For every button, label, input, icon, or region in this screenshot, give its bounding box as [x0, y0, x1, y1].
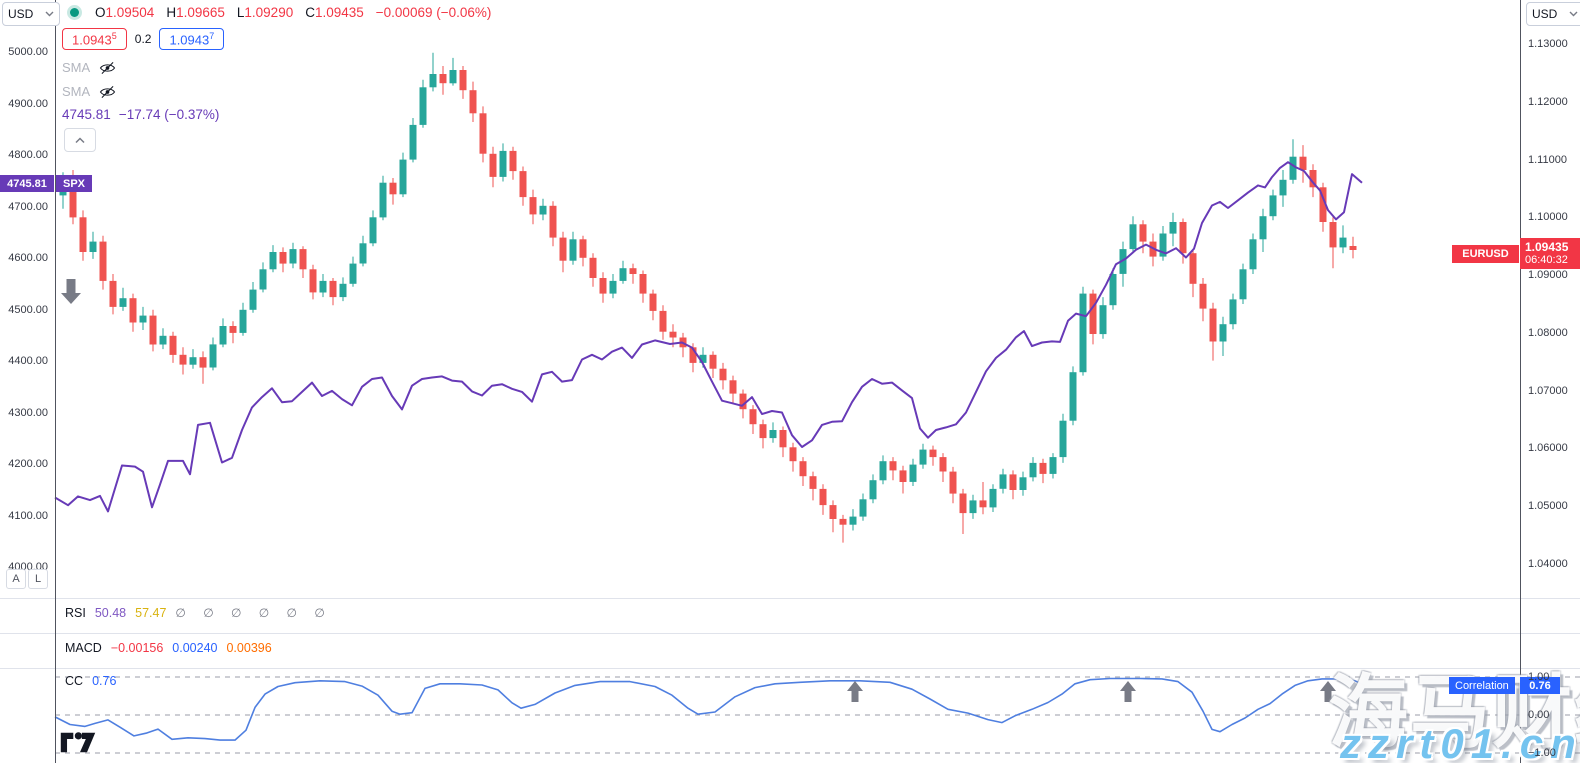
right-axis-tick: 1.12000 — [1528, 95, 1568, 108]
right-axis-tick: 1.09000 — [1528, 269, 1568, 282]
cc-axis-tick: −1.00 — [1528, 747, 1556, 759]
correlation-line — [54, 677, 1366, 741]
bid-ask-row: 1.09435 0.2 1.09437 — [62, 28, 225, 51]
eurusd-last-price: 1.09435 — [1525, 240, 1569, 254]
right-axis-tick: 1.04000 — [1528, 558, 1568, 570]
chevron-down-icon — [1569, 11, 1578, 17]
cc-value: 0.76 — [92, 674, 117, 688]
spx-price-axis-label: 4745.81 — [0, 175, 54, 192]
right-axis-tick: 1.05000 — [1528, 500, 1568, 513]
sma1-legend-row: SMA — [62, 60, 116, 75]
auto-scale-button[interactable]: A — [6, 569, 26, 589]
spx-change: −17.74 (−0.37%) — [118, 107, 220, 122]
ohlc-row: O1.09504 H1.09665 L1.09290 C1.09435 −0.0… — [70, 5, 491, 20]
log-scale-button[interactable]: L — [28, 569, 48, 589]
change-value: −0.00069 (−0.06%) — [375, 5, 492, 20]
ohlc-low: L1.09290 — [236, 5, 294, 20]
macd-histogram-value: −0.00156 — [110, 641, 164, 655]
ohlc-open: O1.09504 — [95, 5, 155, 20]
correlation-label: Correlation — [1449, 677, 1515, 694]
right-axis-tick: 1.06000 — [1528, 442, 1568, 455]
spx-symbol-label: SPX — [56, 175, 93, 192]
ohlc-high: H1.09665 — [166, 5, 225, 20]
sma2-label: SMA — [62, 84, 91, 99]
macd-pane-header[interactable]: MACD −0.00156 0.00240 0.00396 — [65, 641, 272, 655]
rsi-pane-header[interactable]: RSI 50.48 57.47 ∅ ∅ ∅ ∅ ∅ ∅ — [65, 606, 332, 620]
tradingview-logo[interactable] — [60, 731, 96, 754]
right-axis-tick: 1.10000 — [1528, 211, 1568, 224]
macd-signal-value: 0.00396 — [226, 641, 272, 655]
eurusd-symbol-label: EURUSD — [1452, 245, 1519, 263]
left-scale-currency-dropdown[interactable]: USD — [2, 2, 60, 26]
left-scale-currency-label: USD — [8, 7, 34, 21]
sma2-legend-row: SMA — [62, 84, 116, 99]
right-axis-tick: 1.13000 — [1528, 38, 1568, 50]
watermark-url: zzrt01.cn — [1340, 720, 1580, 763]
right-axis-tick: 1.11000 — [1528, 153, 1567, 166]
left-axis-tick: 4400.00 — [8, 355, 48, 367]
macd-name: MACD — [65, 641, 102, 655]
legend-collapse-button[interactable] — [64, 128, 96, 152]
right-scale-currency-label: USD — [1532, 7, 1558, 21]
eye-off-icon[interactable] — [99, 85, 116, 99]
left-axis-tick: 4600.00 — [8, 252, 48, 264]
chevron-up-icon — [75, 136, 85, 143]
eurusd-bar-countdown: 06:40:32 — [1525, 254, 1568, 266]
rsi-name: RSI — [65, 606, 86, 620]
cc-pane-header[interactable]: CC 0.76 — [65, 674, 116, 688]
rsi-ma-value: 57.47 — [135, 606, 167, 620]
correlation-axis-value: 0.76 — [1520, 677, 1560, 694]
right-axis-tick: 1.08000 — [1528, 326, 1568, 339]
chart-down-arrow-marker[interactable] — [61, 279, 81, 304]
spx-legend-row: 4745.81 −17.74 (−0.37%) — [62, 107, 219, 122]
rsi-value: 50.48 — [94, 606, 127, 620]
eye-off-icon[interactable] — [99, 61, 116, 75]
cc-axis-tick: 0.00 — [1528, 709, 1550, 721]
spx-overlay-line — [54, 161, 1363, 513]
left-axis-tick: 4500.00 — [8, 303, 48, 316]
right-axis-tick: 1.07000 — [1528, 384, 1568, 397]
rsi-hidden-values: ∅ ∅ ∅ ∅ ∅ ∅ — [175, 606, 332, 620]
right-scale-currency-dropdown[interactable]: USD — [1526, 2, 1580, 26]
chevron-down-icon — [45, 11, 54, 17]
cc-axis-tick: 1.00 — [1528, 671, 1550, 683]
cc-name: CC — [65, 674, 84, 688]
left-axis-tick: 4200.00 — [8, 458, 48, 470]
left-axis-tick: 4800.00 — [8, 149, 48, 161]
ohlc-close: C1.09435 — [305, 5, 364, 20]
buy-price-button[interactable]: 1.09437 — [159, 28, 225, 51]
spread-value: 0.2 — [134, 32, 152, 47]
spx-value: 4745.81 — [62, 107, 111, 122]
eurusd-price-axis-label: 1.09435 06:40:32 — [1520, 238, 1580, 269]
left-axis-tick: 5000.00 — [8, 46, 48, 58]
sell-price-button[interactable]: 1.09435 — [62, 28, 127, 51]
left-axis-tick: 4300.00 — [8, 406, 48, 419]
sma1-label: SMA — [62, 60, 91, 75]
macd-value: 0.00240 — [172, 641, 218, 655]
cc-up-arrow-markers[interactable] — [847, 681, 1336, 702]
market-status-dot — [70, 8, 79, 17]
left-axis-tick: 4900.00 — [8, 97, 48, 110]
left-axis-tick: 4700.00 — [8, 200, 48, 213]
cc-gridlines — [55, 676, 1580, 754]
left-axis-tick: 4100.00 — [8, 509, 48, 522]
candlestick-series — [59, 52, 1357, 543]
